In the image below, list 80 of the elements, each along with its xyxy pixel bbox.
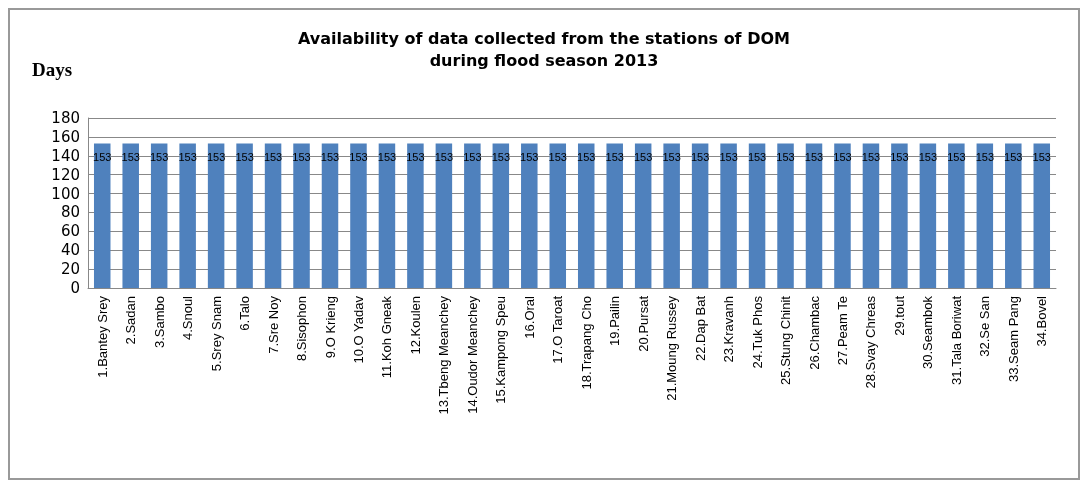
y-tick-label: 180	[51, 109, 80, 127]
data-label: 153	[463, 151, 482, 163]
y-tick-label: 160	[51, 127, 80, 146]
y-tick-label: 80	[60, 203, 80, 222]
data-label: 153	[235, 151, 254, 163]
y-tick-label: 60	[60, 222, 80, 241]
x-tick-label: 24.Tuk Phos	[749, 295, 765, 369]
data-label: 153	[605, 151, 624, 163]
data-label: 153	[178, 151, 197, 163]
y-tick-label: 100	[51, 184, 80, 203]
y-tick-label: 20	[60, 260, 80, 279]
data-label: 153	[434, 151, 454, 163]
x-tick-label: 16.Oral	[521, 295, 537, 339]
y-axis-title: Days	[32, 59, 73, 80]
data-label: 153	[520, 151, 539, 163]
chart-title: Availability of data collected from the stations of DOM during flood season 2013	[298, 28, 790, 70]
x-tick-label: 29.tout	[891, 295, 907, 336]
x-tick-label: 7.Sre Noy	[265, 295, 281, 354]
data-label: 153	[491, 151, 510, 163]
data-label: 153	[918, 151, 938, 163]
x-tick-label: 27.Peam Te	[834, 296, 850, 366]
x-tick-label: 18.Trapang Cho	[578, 296, 594, 390]
x-tick-label: 4.Snoul	[180, 295, 196, 341]
y-tick-label: 0	[70, 279, 80, 297]
x-tick-label: 1.Bantey Srey	[94, 295, 110, 378]
x-tick-label: 26.Chambac	[806, 295, 822, 370]
data-label: 153	[349, 151, 368, 163]
data-label: 153	[719, 151, 738, 163]
y-tick-label: 40	[60, 241, 80, 260]
data-label: 153	[377, 151, 397, 163]
data-label: 153	[121, 151, 140, 163]
x-tick-label: 2.Sadan	[123, 296, 139, 345]
data-label: 153	[292, 151, 311, 163]
data-label: 153	[833, 151, 852, 163]
data-label: 153	[577, 151, 596, 163]
x-tick-label: 5.Srey Snam	[208, 296, 224, 372]
data-label: 153	[206, 151, 226, 163]
data-label: 153	[263, 151, 283, 163]
data-label: 153	[93, 151, 112, 163]
data-label: 153	[690, 151, 710, 163]
data-label: 153	[1004, 151, 1023, 163]
data-label: 153	[1032, 151, 1051, 163]
x-tick-label: 30.Seambok	[920, 295, 936, 369]
data-label: 153	[548, 151, 567, 163]
x-tick-label: 31.Tala Boriwat	[948, 295, 964, 385]
x-tick-label: 21.Moung Russey	[664, 295, 680, 401]
x-tick-label: 19.Pailin	[607, 296, 623, 346]
data-label: 153	[747, 151, 767, 163]
data-label: 153	[634, 151, 653, 163]
x-tick-label: 3.Sambo	[151, 296, 167, 349]
x-tick-label: 34.Bovel	[1034, 295, 1050, 347]
x-tick-label: 11.Koh Gneak	[379, 295, 395, 379]
x-tick-label: 12.Koulen	[407, 296, 423, 355]
x-tick-label: 32.Se San	[977, 296, 993, 357]
x-tick-label: 20.Pursat	[635, 295, 651, 352]
data-label: 153	[890, 151, 909, 163]
y-tick-label: 140	[51, 146, 80, 165]
x-tick-label: 10.O Yadav	[350, 295, 366, 364]
x-tick-label: 14.Oudor Meanchey	[464, 295, 480, 414]
data-label: 153	[861, 151, 881, 163]
x-tick-label: 22.Dap Bat	[692, 295, 708, 362]
x-tick-label: 6.Talo	[237, 296, 253, 331]
data-label: 153	[947, 151, 966, 163]
x-tick-label: 8.Sisophon	[294, 296, 310, 362]
data-label: 153	[975, 151, 994, 163]
x-tick-label: 28.Svay Chreas	[863, 295, 879, 389]
data-label: 153	[776, 151, 795, 163]
data-label: 153	[406, 151, 425, 163]
x-tick-label: 25.Stung Chinit	[778, 295, 794, 385]
data-label: 153	[150, 151, 169, 163]
data-label: 153	[320, 151, 340, 163]
y-tick-label: 120	[51, 165, 80, 184]
data-label: 153	[804, 151, 824, 163]
data-label: 153	[662, 151, 681, 163]
x-tick-label: 23.Kravanh	[721, 296, 737, 363]
x-tick-label: 17.O Taroat	[550, 295, 566, 364]
x-tick-label: 9.O Krieng	[322, 296, 338, 359]
x-tick-label: 15.Kampong Speu	[493, 296, 509, 404]
x-tick-label: 13.Tbeng Meanchey	[436, 295, 452, 415]
x-tick-label: 33.Seam Pang	[1005, 296, 1021, 383]
